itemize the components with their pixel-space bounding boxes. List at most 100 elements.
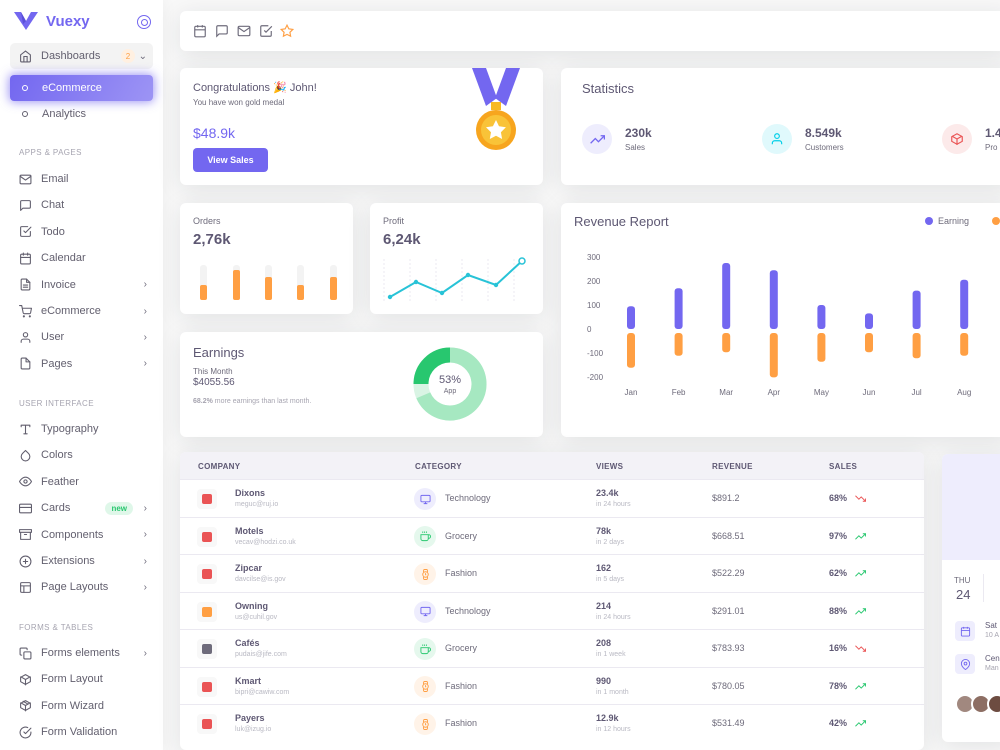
sidebar-item-form-layout[interactable]: Form Layout <box>10 666 153 692</box>
sidebar-item-form-validation[interactable]: Form Validation <box>10 719 153 745</box>
table-row[interactable]: Zipcar davcilse@is.gov Fashion 162 in 5 days… <box>180 554 924 592</box>
sidebar-item-email[interactable]: Email <box>10 166 153 192</box>
file-icon <box>18 357 32 371</box>
sidebar-item-invoice[interactable]: Invoice › <box>10 272 153 298</box>
sidebar-item-analytics[interactable]: Analytics <box>10 101 153 127</box>
chevron-right-icon: › <box>143 581 147 593</box>
statistics-card: Statistics 230k Sales 8.549k Customers 1… <box>561 68 1000 185</box>
new-badge: new <box>105 501 133 515</box>
sidebar-item-ecommerce-dashboard[interactable]: eCommerce <box>10 75 153 101</box>
mail-icon[interactable] <box>237 24 251 38</box>
sidebar-item-chat[interactable]: Chat <box>10 192 153 218</box>
view-sales-button[interactable]: View Sales <box>193 148 268 172</box>
company-name: Cafés <box>235 638 260 648</box>
table-row[interactable]: Motels vecav@hodzi.co.uk Grocery 78k in 2 da… <box>180 516 924 555</box>
table-row[interactable]: Kmart bipri@cawiw.com Fashion 990 in 1 month… <box>180 666 924 705</box>
views-value: 78k <box>596 525 612 536</box>
sidebar-item-label: Colors <box>41 449 73 462</box>
sidebar-item-typography[interactable]: Typography <box>10 416 153 442</box>
sidebar-item-pages[interactable]: Pages › <box>10 351 153 377</box>
trending-down-icon <box>855 645 866 652</box>
table-row[interactable]: Owning us@cuhil.gov Technology 214 in 24 hou… <box>180 591 924 630</box>
category-label: Fashion <box>445 680 478 691</box>
stat-customers-label: Customers <box>805 143 844 152</box>
trending-up-icon <box>855 570 866 577</box>
revenue-value: $668.51 <box>712 530 745 541</box>
coffee-icon <box>414 638 436 660</box>
table-row[interactable]: Dixons meguc@ruj.io Technology 23.4k in 24 h… <box>180 479 924 517</box>
circle-icon <box>22 111 28 117</box>
x-tick-label: Mar <box>719 388 733 397</box>
sidebar-item-label: Pages <box>41 357 73 370</box>
chevron-right-icon: › <box>143 555 147 567</box>
plus-circle-icon <box>18 554 32 568</box>
top-navbar <box>180 11 1000 51</box>
sidebar-item-dashboards[interactable]: Dashboards 2 ⌄ <box>10 43 153 69</box>
company-name: Owning <box>235 600 268 611</box>
company-email: meguc@ruj.io <box>235 501 279 508</box>
company-name: Motels <box>235 525 264 536</box>
check-circle-icon <box>18 725 32 739</box>
chevron-right-icon: › <box>143 279 147 291</box>
sidebar-item-label: Extensions <box>41 555 95 567</box>
sidebar-item-extensions[interactable]: Extensions › <box>10 548 153 574</box>
bar-expense-apr <box>769 333 778 378</box>
sidebar-item-todo[interactable]: Todo <box>10 219 153 245</box>
message-square-icon[interactable] <box>215 24 229 38</box>
sidebar-item-colors[interactable]: Colors <box>10 442 153 468</box>
check-square-icon[interactable] <box>259 24 273 38</box>
views-period: in 24 hours <box>596 613 631 621</box>
avatar[interactable] <box>987 694 1000 714</box>
views-value: 208 <box>596 638 612 648</box>
bar-expense-may <box>817 333 826 362</box>
sidebar-item-calendar[interactable]: Calendar <box>10 245 153 271</box>
collapse-toggle-icon[interactable] <box>137 15 151 29</box>
trending-up-icon <box>582 124 612 154</box>
sidebar-item-feather[interactable]: Feather <box>10 469 153 495</box>
chevron-right-icon: › <box>143 358 147 370</box>
trending-up-icon <box>855 607 866 615</box>
company-logo-icon <box>197 489 217 509</box>
gold-medal-icon <box>472 68 520 150</box>
company-logo-icon <box>197 601 217 622</box>
sidebar-item-user[interactable]: User › <box>10 324 153 350</box>
brand[interactable]: Vuexy <box>14 12 90 30</box>
mail-icon <box>18 172 32 186</box>
profit-title: Profit <box>383 216 405 226</box>
monitor-icon <box>414 600 436 623</box>
calendar-icon[interactable] <box>193 24 207 38</box>
sidebar-item-label: Email <box>41 173 69 185</box>
bar-earning-jun <box>865 313 873 329</box>
sidebar-item-form-wizard[interactable]: Form Wizard <box>10 693 153 719</box>
copy-icon <box>18 646 32 660</box>
views-value: 23.4k <box>596 488 619 498</box>
trending-down-icon <box>855 495 866 502</box>
sidebar-item-cards[interactable]: Cards new › <box>10 495 153 521</box>
sidebar-item-ecommerce[interactable]: eCommerce › <box>10 298 153 324</box>
bar-expense-jul <box>912 333 921 359</box>
sidebar-item-forms-elements[interactable]: Forms elements › <box>10 640 153 666</box>
table-row[interactable]: Cafés pudais@jife.com Grocery 208 in 1 week $… <box>180 629 924 667</box>
sidebar-item-label: Calendar <box>41 252 86 265</box>
company-email: luk@izug.io <box>235 726 272 733</box>
bar-expense-jun <box>865 333 873 353</box>
table-row[interactable]: Payers luk@izug.io Fashion 12.9k in 12 hours… <box>180 704 924 742</box>
x-tick-label: Feb <box>672 388 686 397</box>
meetup-date: 24 <box>956 587 971 602</box>
legend-earning-label: Earning <box>938 216 970 226</box>
star-icon[interactable] <box>280 24 294 38</box>
section-title-apps: APPS & PAGES <box>19 148 82 157</box>
legend-dot-earning <box>925 217 933 225</box>
sidebar-item-components[interactable]: Components › <box>10 522 153 548</box>
sidebar-item-page-layouts[interactable]: Page Layouts › <box>10 574 153 600</box>
sidebar-item-label: Form Wizard <box>41 699 104 712</box>
dashboards-count-badge: 2 <box>121 49 135 63</box>
views-value: 214 <box>596 600 612 611</box>
user-icon <box>18 330 32 344</box>
sidebar-item-label: Dashboards <box>41 50 101 62</box>
congrats-title: Congratulations 🎉 John! <box>193 82 317 94</box>
table-header: COMPANY CATEGORY VIEWS REVENUE SALES <box>180 452 924 479</box>
chevron-right-icon: › <box>143 331 147 343</box>
category-label: Fashion <box>445 568 478 578</box>
sidebar-item-label: User <box>41 331 65 344</box>
